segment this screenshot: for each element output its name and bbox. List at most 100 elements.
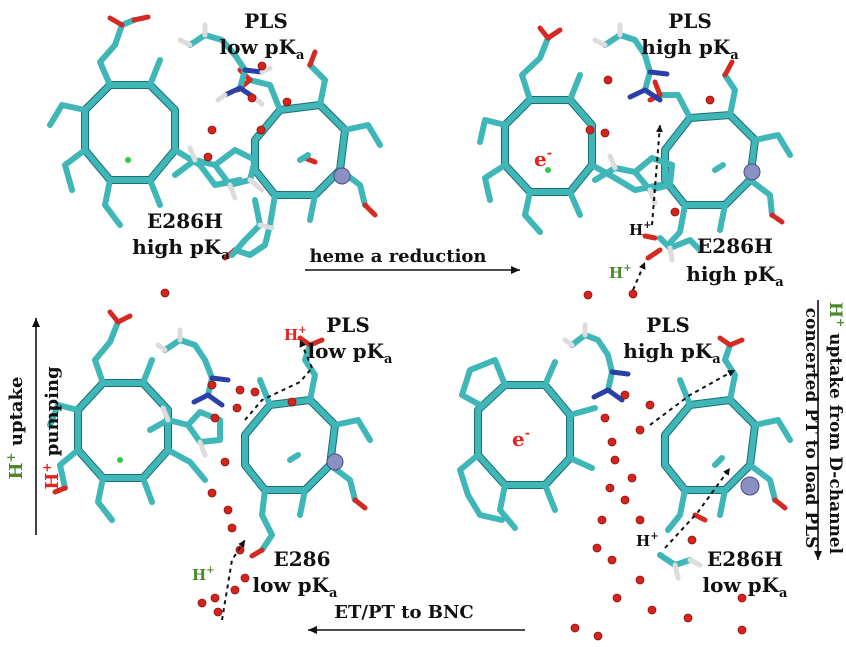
water-molecule — [227, 523, 237, 533]
water-molecule — [620, 495, 630, 505]
arginine-residue — [562, 322, 631, 403]
water-molecule — [647, 605, 657, 615]
water-molecule — [247, 93, 257, 103]
water-molecule — [223, 505, 233, 515]
water-molecule — [607, 437, 617, 447]
water-molecule — [585, 125, 595, 135]
copper-atom-icon — [740, 476, 760, 496]
panel-bottom-left: H+ PLS low pKa H+ E286 low pKa — [47, 309, 393, 621]
proton-label: H+ — [636, 531, 659, 550]
pumping-label-group: H+ pumping — [40, 366, 63, 490]
pls-label: PLS — [326, 313, 370, 337]
electron-label: e- — [534, 146, 552, 171]
residue-label: E286H — [697, 234, 773, 258]
h-pumping-label: H+ pumping — [40, 366, 63, 490]
e286-residue — [229, 197, 275, 258]
pls-label: PLS — [244, 9, 288, 33]
iron-center-icon — [125, 157, 131, 163]
heme-a-reduction-label: heme a reduction — [309, 246, 486, 267]
pls-pka-label: high pKa — [623, 339, 721, 367]
electron-label: e- — [512, 426, 530, 451]
water-molecule — [213, 607, 223, 617]
proton-transfer-arrow — [299, 339, 313, 369]
proton-transfer-arrow — [632, 261, 646, 291]
water-molecule — [687, 535, 697, 545]
concerted-pt-label-group: concerted PT to load PLS — [801, 308, 821, 549]
iron-center-icon — [545, 167, 551, 173]
water-molecule — [620, 390, 630, 400]
water-molecule — [230, 585, 240, 595]
water-molecule — [257, 61, 267, 71]
heme-a3-structure — [661, 335, 793, 533]
waters-top-left — [160, 61, 292, 298]
water-molecule — [250, 387, 260, 397]
water-molecule — [605, 483, 615, 493]
copper-atom-icon — [743, 163, 761, 181]
waters-bottom-left — [197, 380, 297, 617]
water-molecule — [670, 207, 680, 217]
heme-a-structure — [477, 25, 663, 235]
water-molecule — [597, 515, 607, 525]
tryptophan-residue — [147, 405, 223, 458]
copper-atom-icon — [333, 167, 351, 185]
heme-a3-structure — [647, 59, 793, 248]
water-molecule — [612, 593, 622, 603]
water-molecule — [635, 425, 645, 435]
water-molecule — [240, 573, 250, 583]
water-molecule — [737, 593, 747, 603]
residue-label: E286 — [274, 547, 331, 571]
residue-label: E286H — [707, 547, 783, 571]
water-molecule — [683, 613, 693, 623]
water-molecule — [207, 380, 217, 390]
water-molecule — [210, 413, 220, 423]
proton-transfer-arrow — [649, 369, 736, 426]
pls-pka-label: low pKa — [220, 35, 305, 63]
iron-center-icon — [117, 457, 123, 463]
e286h-residue — [657, 552, 703, 581]
water-molecule — [593, 631, 603, 641]
water-molecule — [635, 515, 645, 525]
water-molecule — [583, 290, 593, 300]
pls-label: PLS — [668, 9, 712, 33]
water-molecule — [592, 543, 602, 553]
water-molecule — [610, 455, 620, 465]
tryptophan-residue — [592, 153, 675, 206]
residue-pka-label: high pKa — [132, 235, 230, 263]
water-molecule — [607, 555, 617, 565]
proton-label: H+ — [629, 220, 652, 239]
heme-a-structure — [47, 309, 208, 523]
panel-bottom-right: PLS high pKa e- H+ E286H low pKa — [457, 313, 793, 641]
residue-pka-label: low pKa — [703, 573, 788, 601]
heme-a-structure — [457, 357, 598, 531]
uptake-label-group: H+ uptake — [4, 377, 27, 480]
arginine-residue — [155, 327, 231, 408]
water-molecule — [160, 288, 170, 298]
water-molecule — [235, 385, 245, 395]
e286h-residue — [642, 233, 703, 263]
water-molecule — [603, 75, 613, 85]
heme-a3-structure — [241, 335, 373, 559]
residue-label: E286H — [147, 209, 223, 233]
water-molecule — [287, 397, 297, 407]
proton-transfer-arrow — [664, 467, 731, 549]
residue-pka-label: low pKa — [253, 573, 338, 601]
water-molecule — [220, 457, 230, 467]
arginine-residue — [592, 22, 670, 103]
pls-label: PLS — [646, 313, 690, 337]
water-molecule — [737, 625, 747, 635]
water-molecule — [207, 488, 217, 498]
water-molecule — [207, 125, 217, 135]
h-uptake-label: H+ uptake — [4, 377, 27, 480]
water-molecule — [256, 125, 266, 135]
waters-top-right — [583, 75, 715, 300]
water-molecule — [203, 152, 213, 162]
water-molecule — [197, 598, 207, 608]
water-molecule — [600, 128, 610, 138]
water-molecule — [705, 95, 715, 105]
proton-out-label: H+ — [284, 325, 307, 344]
water-molecule — [232, 403, 242, 413]
proton-transfer-arrow — [651, 124, 663, 226]
concerted-pt-label: concerted PT to load PLS — [801, 308, 821, 549]
